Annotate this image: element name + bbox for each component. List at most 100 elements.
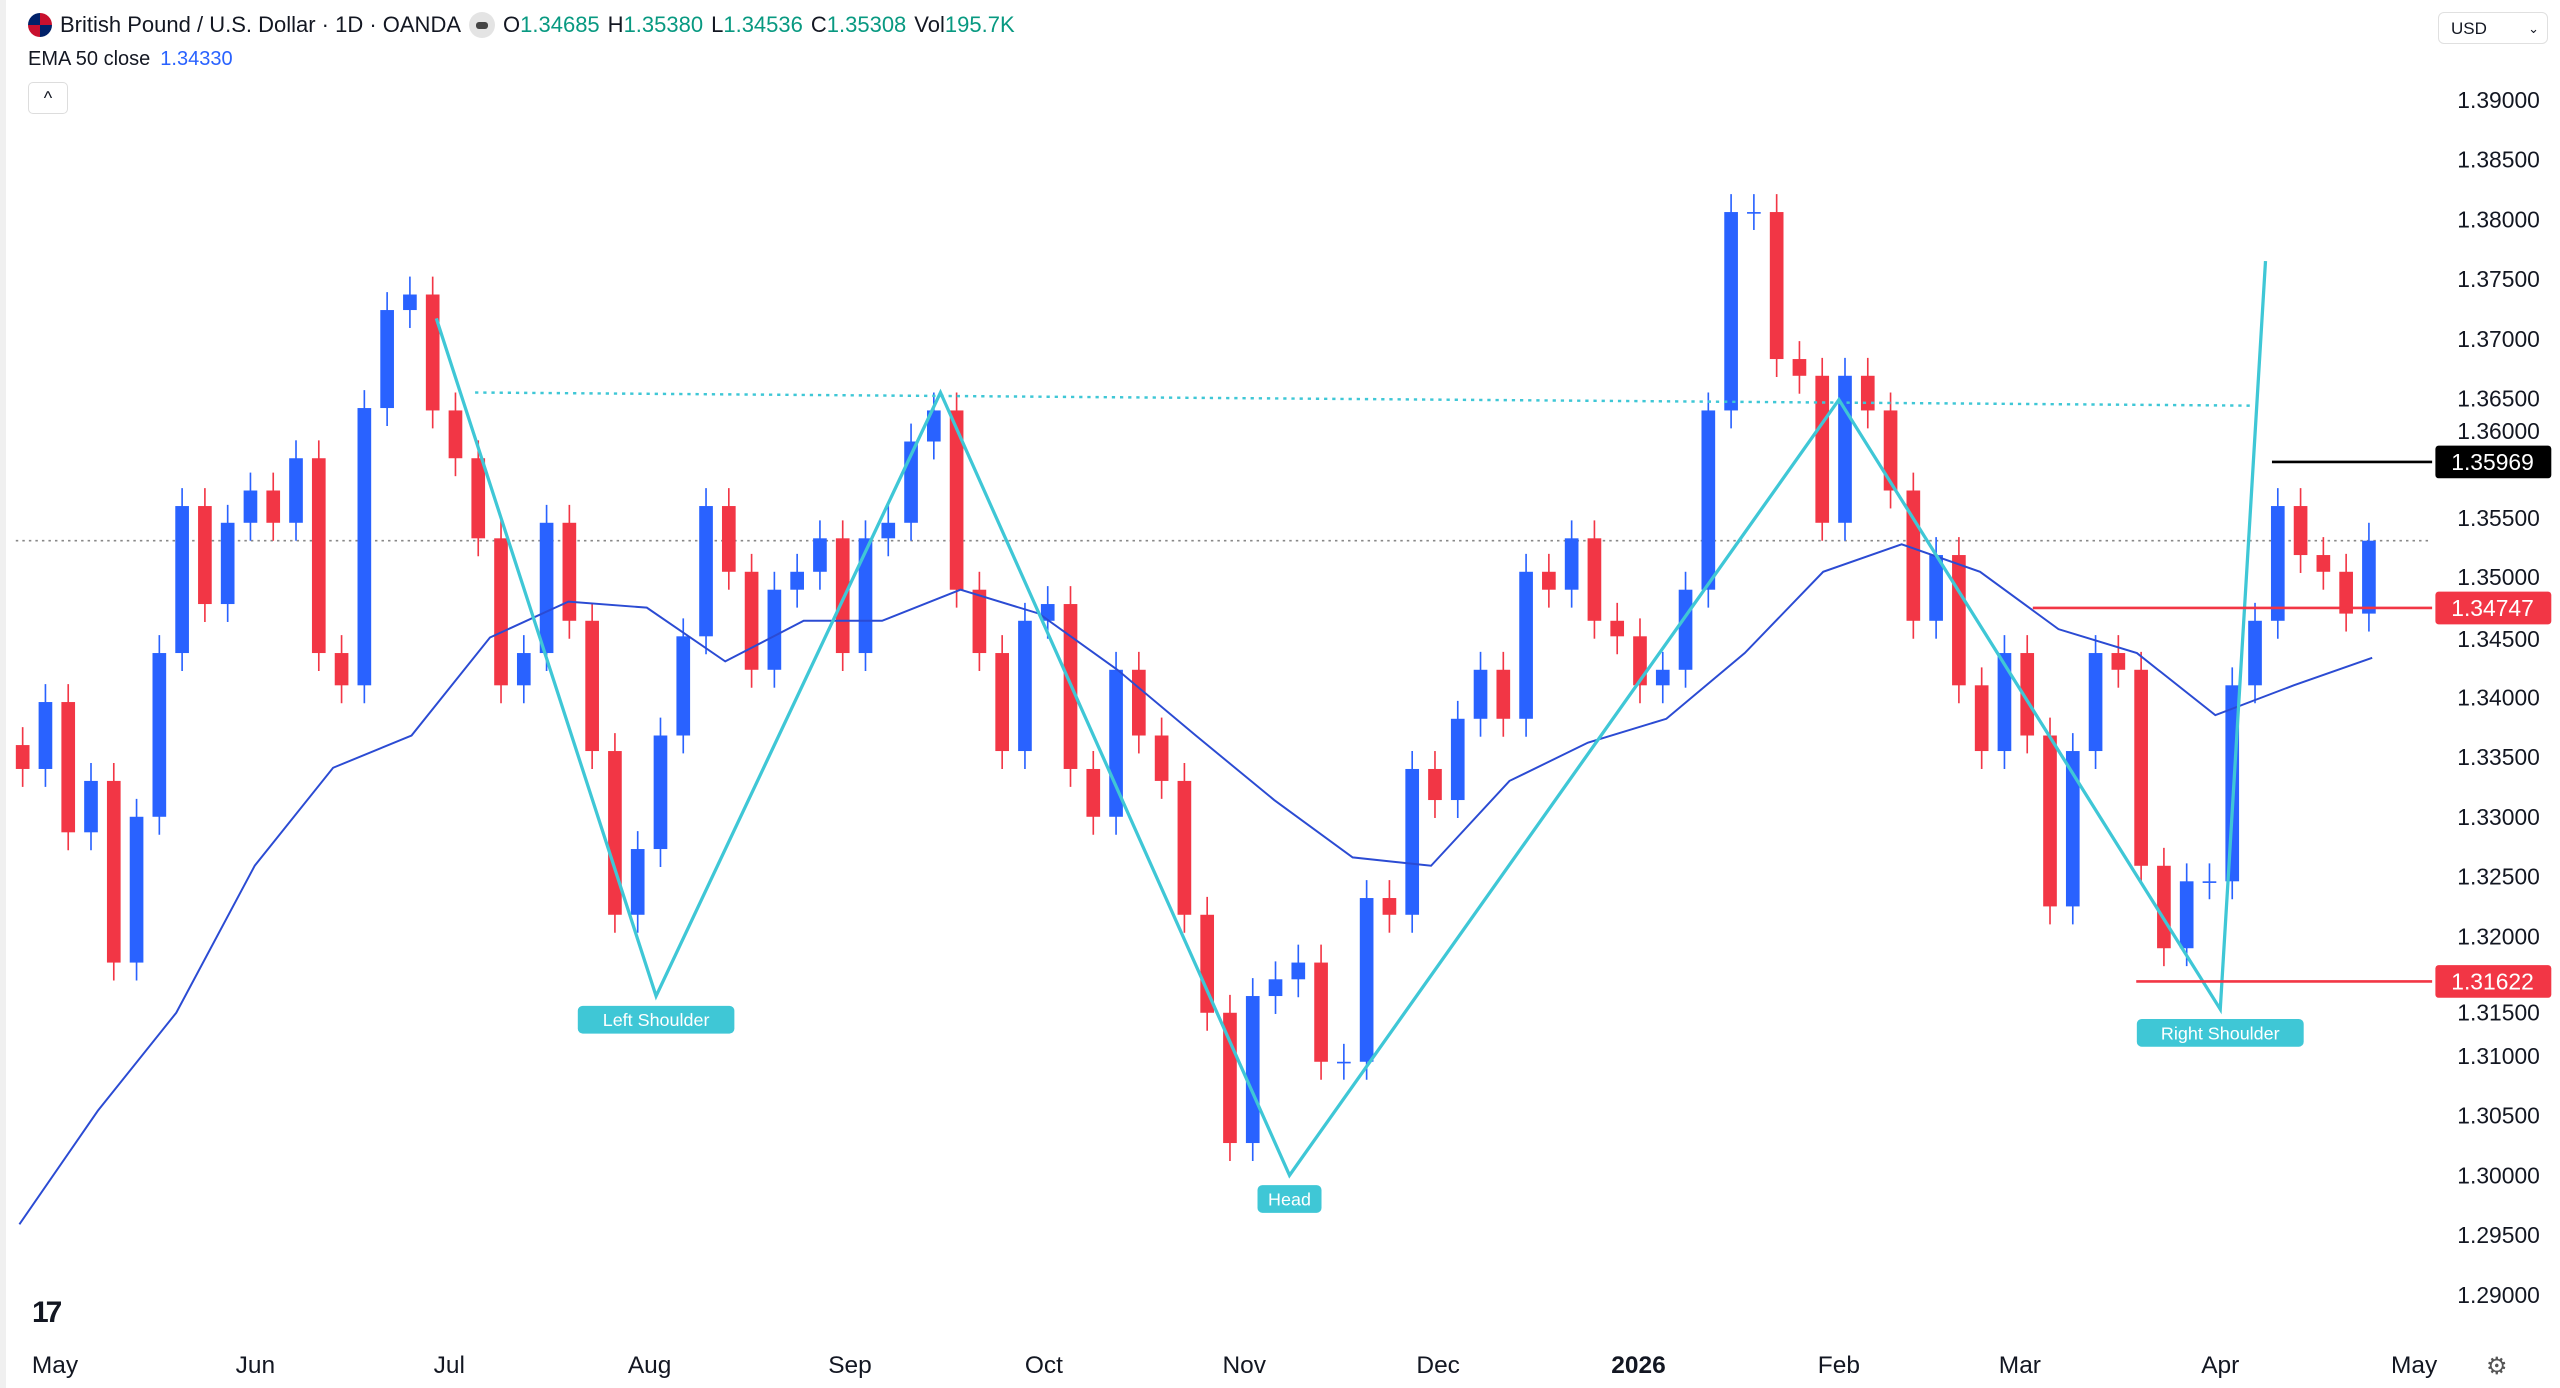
candle-down [494,538,508,686]
candle-down [1542,571,1556,590]
low-label: L [711,12,724,37]
candle-down [1815,375,1830,523]
candle-down [1952,555,1966,686]
candle-down [61,702,76,833]
x-tick-label: Sep [828,1352,872,1379]
candle-up [858,538,873,654]
candle-down [1769,212,1784,360]
candle-up [1838,375,1852,523]
y-tick-label: 1.31500 [2457,1000,2540,1026]
volume: Vol195.7K [914,12,1014,38]
currency-select[interactable]: USD ⌄ [2438,12,2548,44]
x-tick-label: May [2391,1352,2438,1379]
candle-down [1177,780,1192,915]
candle-up [84,780,98,833]
candle-up [1450,718,1465,801]
x-tick-label: Aug [628,1352,672,1379]
candle-up [1564,538,1579,590]
head-and-shoulders-pattern [434,260,2268,1179]
candle-down [1496,669,1511,719]
candle-up [813,538,827,572]
candle-down [1610,620,1625,637]
high-value: 1.35380 [623,12,704,37]
candle-up [403,294,417,311]
candle-up [1268,979,1283,997]
x-tick-label: Feb [1818,1352,1860,1379]
candle-down [2134,669,2148,866]
candle-up [881,522,896,539]
x-tick-label: Oct [1025,1352,1063,1379]
candle-down [2316,555,2331,572]
y-tick-label: 1.29500 [2457,1222,2540,1248]
tradingview-logo-icon[interactable]: 17 [32,1296,62,1329]
volume-label: Vol [914,12,945,37]
open-value: 1.34685 [520,12,600,37]
candle-up [676,636,691,736]
candle-down [198,506,212,605]
candle-up [152,653,167,817]
candle-down [106,780,121,963]
candle-down [425,294,440,411]
x-tick-label: Dec [1416,1352,1460,1379]
y-tick-label: 1.35500 [2457,505,2540,531]
y-tick-label: 1.33500 [2457,744,2540,770]
market-status-icon[interactable] [469,12,496,38]
x-tick-label: Jun [236,1352,275,1379]
price-level-tag [2435,591,2552,625]
price-level-tag [2435,445,2552,479]
chevron-down-icon: ⌄ [2528,21,2539,36]
x-tick-label: Nov [1223,1352,1267,1379]
y-tick-label: 1.31000 [2457,1043,2540,1069]
candle-up [1678,589,1693,670]
price-chart[interactable]: 1.39000 1.38500 1.38000 1.37500 1.37000 1.365… [6,0,2560,1388]
candle-up [380,310,394,409]
candle-up [243,490,258,523]
candle-up [1405,768,1420,915]
symbol-title[interactable]: British Pound / U.S. Dollar · 1D · OANDA [60,12,462,37]
candle-down [1223,1012,1237,1144]
candle-up [630,849,645,915]
y-tick-label: 1.35000 [2457,564,2540,590]
y-tick-label: 1.33000 [2457,804,2540,830]
y-tick-label: 1.38000 [2457,206,2540,232]
symbol-legend: British Pound / U.S. Dollar · 1D · OANDA… [28,12,1015,38]
price-level-label: 1.35969 [2451,449,2534,475]
ema-label: EMA 50 close [28,48,151,70]
candle-down [471,458,486,539]
y-tick-label: 1.34000 [2457,684,2540,710]
candle-down [995,653,1010,752]
candle-up [790,571,804,590]
y-tick-label: 1.36500 [2457,386,2540,412]
close-label: C [810,12,827,37]
y-tick-label: 1.30000 [2457,1162,2540,1188]
price-level-label: 1.31622 [2451,969,2534,995]
candle-down [311,458,326,654]
candle-up [1724,212,1738,411]
y-tick-label: 1.29000 [2457,1282,2540,1308]
candle-down [2339,571,2353,614]
candle-up [1291,962,1306,980]
x-tick-label: Jul [434,1352,465,1379]
pattern-label-box [2136,1018,2304,1047]
ema-value: 1.34330 [160,48,233,70]
gear-icon[interactable]: ⚙ [2486,1353,2508,1380]
ohlc-close: C1.35308 [811,12,906,38]
candle-up [1473,669,1488,719]
candle-down [1200,914,1215,1013]
candle-up [1929,555,1943,621]
x-tick-label: Mar [1999,1352,2041,1379]
price-level-label: 1.34747 [2451,595,2534,621]
ema-legend[interactable]: EMA 50 close 1.34330 [28,48,233,71]
candle-up [767,589,782,670]
gbp-usd-flag-icon [28,13,52,37]
candle-down [972,589,987,654]
candle-up [357,408,372,686]
pattern-label: Right Shoulder [2161,1023,2280,1043]
candle-down [1974,685,1989,752]
price-level-tag [2435,965,2552,998]
candle-up [2270,506,2285,621]
candle-down [2293,506,2308,556]
collapse-legend-button[interactable]: ^ [28,82,68,114]
pattern-label-box [577,1005,735,1034]
pattern-label: Head [1268,1190,1311,1210]
